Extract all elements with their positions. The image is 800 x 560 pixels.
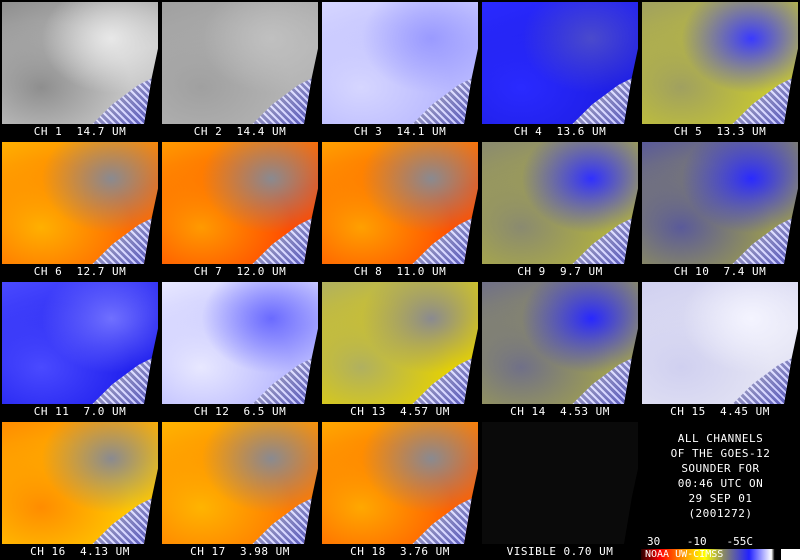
credit-text: NOAA UW-CIMSS: [645, 549, 724, 560]
channel-label: CH 6 12.7 UM: [33, 265, 127, 278]
channel-panel: CH 15 4.45 UM: [640, 280, 800, 420]
channel-label: CH 9 9.7 UM: [517, 265, 603, 278]
channel-panel: CH 10 7.4 UM: [640, 140, 800, 280]
channel-label: CH 5 13.3 UM: [673, 125, 767, 138]
channel-label: CH 8 11.0 UM: [353, 265, 447, 278]
satellite-image: [162, 2, 318, 124]
satellite-image: [2, 282, 158, 404]
channel-panel: CH 7 12.0 UM: [160, 140, 320, 280]
channel-label: CH 10 7.4 UM: [673, 265, 767, 278]
satellite-image: [322, 422, 478, 544]
channel-panel: CH 16 4.13 UM: [0, 420, 160, 560]
satellite-image: [482, 2, 638, 124]
channel-panel: CH 2 14.4 UM: [160, 0, 320, 140]
channel-label: CH 4 13.6 UM: [513, 125, 607, 138]
channel-label: CH 12 6.5 UM: [193, 405, 287, 418]
info-line: ALL CHANNELS: [677, 432, 764, 445]
channel-panel: CH 13 4.57 UM: [320, 280, 480, 420]
channel-panel: CH 1 14.7 UM: [0, 0, 160, 140]
satellite-image: [642, 2, 798, 124]
info-line: (2001272): [688, 507, 753, 520]
satellite-image: [322, 282, 478, 404]
info-box: ALL CHANNELS OF THE GOES-12 SOUNDER FOR …: [641, 420, 800, 560]
channel-label: CH 18 3.76 UM: [350, 545, 450, 558]
satellite-image: [162, 142, 318, 264]
channel-label: CH 7 12.0 UM: [193, 265, 287, 278]
info-line: 00:46 UTC ON: [677, 477, 764, 490]
satellite-image: [322, 142, 478, 264]
channel-panel: CH 6 12.7 UM: [0, 140, 160, 280]
channel-label: CH 3 14.1 UM: [353, 125, 447, 138]
channel-panel: CH 12 6.5 UM: [160, 280, 320, 420]
satellite-image: [482, 142, 638, 264]
channel-panel: CH 5 13.3 UM: [640, 0, 800, 140]
satellite-image: [162, 422, 318, 544]
channel-panel: CH 8 11.0 UM: [320, 140, 480, 280]
color-scale-labels: 30 -10 -55C: [647, 535, 753, 548]
channel-panel: CH 11 7.0 UM: [0, 280, 160, 420]
satellite-image: [642, 142, 798, 264]
satellite-image: [2, 2, 158, 124]
satellite-image: [482, 282, 638, 404]
satellite-image: [2, 422, 158, 544]
channel-panel: CH 4 13.6 UM: [480, 0, 640, 140]
satellite-image: [162, 282, 318, 404]
channel-label: CH 1 14.7 UM: [33, 125, 127, 138]
channel-panel: CH 14 4.53 UM: [480, 280, 640, 420]
channel-label: VISIBLE 0.70 UM: [506, 545, 614, 558]
satellite-image: [322, 2, 478, 124]
channel-panel: CH 18 3.76 UM: [320, 420, 480, 560]
channel-label: CH 11 7.0 UM: [33, 405, 127, 418]
channel-panel: VISIBLE 0.70 UM: [480, 420, 640, 560]
channel-label: CH 14 4.53 UM: [510, 405, 610, 418]
channel-label: CH 17 3.98 UM: [190, 545, 290, 558]
info-line: OF THE GOES-12: [670, 447, 771, 460]
channel-label: CH 15 4.45 UM: [670, 405, 770, 418]
satellite-image: [642, 282, 798, 404]
channel-panel: CH 3 14.1 UM: [320, 0, 480, 140]
channel-label: CH 2 14.4 UM: [193, 125, 287, 138]
channel-panel: CH 17 3.98 UM: [160, 420, 320, 560]
channel-label: CH 16 4.13 UM: [30, 545, 130, 558]
channel-label: CH 13 4.57 UM: [350, 405, 450, 418]
info-line: 29 SEP 01: [688, 492, 753, 505]
satellite-image: [482, 422, 638, 544]
channel-panel: CH 9 9.7 UM: [480, 140, 640, 280]
color-scale-bar: [641, 549, 800, 560]
info-line: SOUNDER FOR: [681, 462, 760, 475]
satellite-image: [2, 142, 158, 264]
